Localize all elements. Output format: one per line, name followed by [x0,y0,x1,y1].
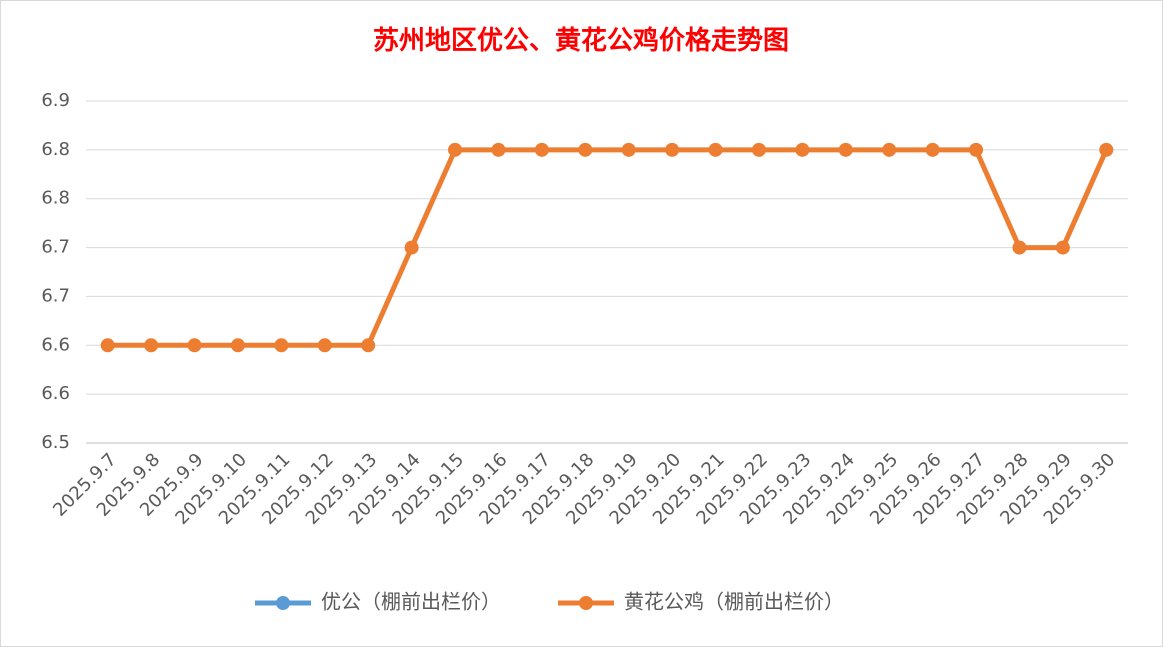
point [187,338,202,353]
legend-marker [579,596,593,610]
point [838,142,853,157]
point [578,142,593,157]
point [925,142,940,157]
point [144,338,159,353]
point [621,142,636,157]
point [665,142,680,157]
y-tick-label: 6.6 [41,334,70,355]
legend-marker [276,596,290,610]
point [1012,240,1027,255]
point [1099,142,1114,157]
y-tick-label: 6.7 [41,285,70,306]
point [448,142,463,157]
legend-label: 黄花公鸡（棚前出栏价） [624,590,844,614]
point [751,142,766,157]
point [361,338,376,353]
point [100,338,115,353]
series-line [107,147,1109,348]
y-tick-label: 6.8 [41,139,70,160]
y-tick-label: 6.9 [41,90,70,111]
chart-title: 苏州地区优公、黄花公鸡价格走势图 [373,25,789,56]
point [708,142,723,157]
point [491,142,506,157]
point [882,142,897,157]
point [317,338,332,353]
point [534,142,549,157]
y-tick-label: 6.8 [41,188,70,209]
point [404,240,419,255]
point [230,338,245,353]
y-tick-label: 6.5 [41,432,70,453]
point [795,142,810,157]
y-tick-label: 6.7 [41,237,70,258]
point [969,142,984,157]
y-tick-label: 6.6 [41,383,70,404]
point [274,338,289,353]
legend-label: 优公（棚前出栏价） [321,590,501,614]
point [1055,240,1070,255]
